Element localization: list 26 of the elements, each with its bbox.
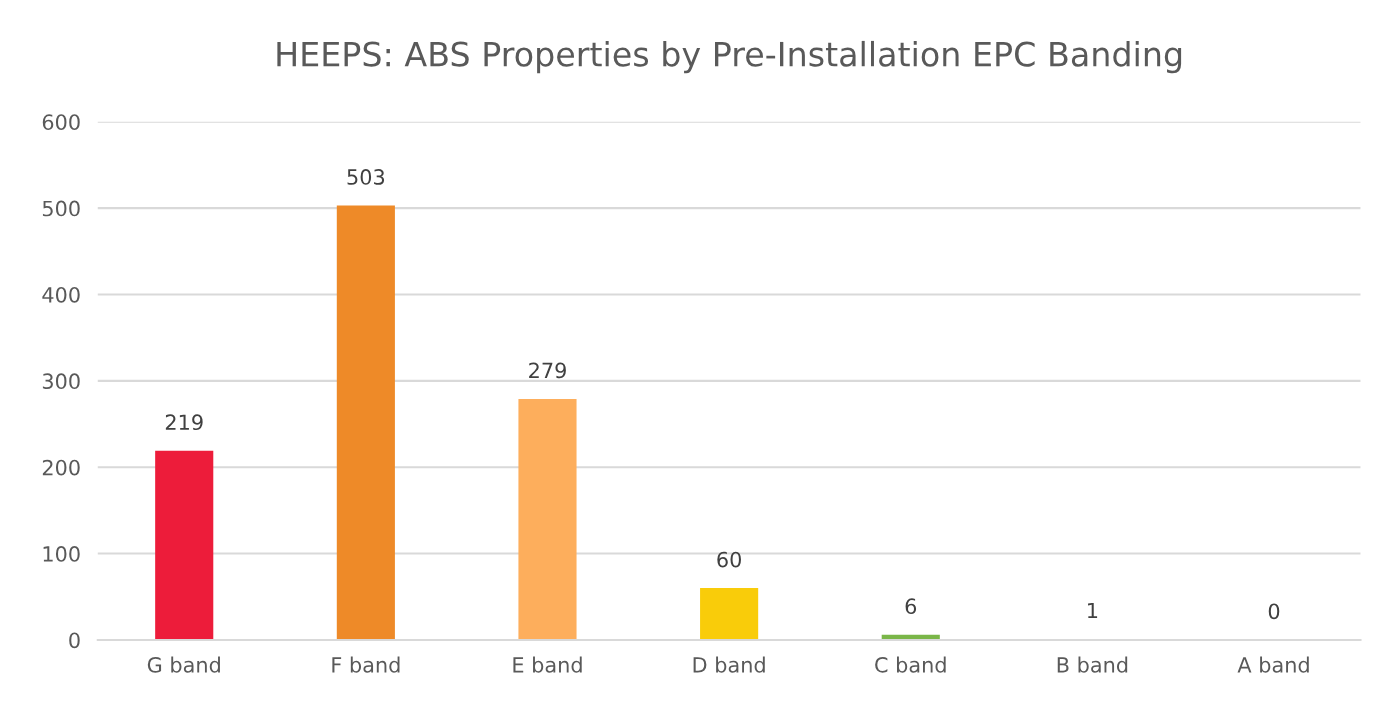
x-tick-label: G band	[147, 656, 220, 673]
x-tick-label: F band	[332, 656, 400, 673]
bar	[700, 588, 759, 640]
bar	[155, 450, 214, 640]
chart-title: HEEPS: ABS Properties by Pre-Installation EPC Banding	[277, 40, 1182, 74]
y-tick-label: 0	[69, 632, 80, 649]
x-tick-label: A band	[1237, 656, 1309, 673]
y-tick-label: 100	[43, 546, 80, 562]
y-tick-label: 500	[42, 200, 80, 217]
x-tick-label: C band	[875, 656, 946, 673]
x-tick-label: D band	[693, 656, 765, 673]
bar	[336, 205, 395, 640]
data-label: 503	[347, 169, 385, 185]
data-label: 6	[905, 598, 917, 615]
y-tick-label: 300	[42, 373, 80, 390]
data-label: 60	[717, 551, 741, 568]
data-label: 1	[1088, 602, 1098, 619]
x-tick-label: E band	[513, 656, 582, 673]
data-label: 279	[529, 362, 566, 379]
y-tick-label: 600	[42, 114, 80, 130]
data-label: 219	[165, 414, 203, 431]
x-tick-label: B band	[1057, 656, 1128, 673]
bar	[518, 399, 577, 640]
data-label: 0	[1268, 603, 1280, 620]
y-tick-label: 200	[42, 459, 80, 476]
y-tick-label: 400	[42, 286, 80, 303]
